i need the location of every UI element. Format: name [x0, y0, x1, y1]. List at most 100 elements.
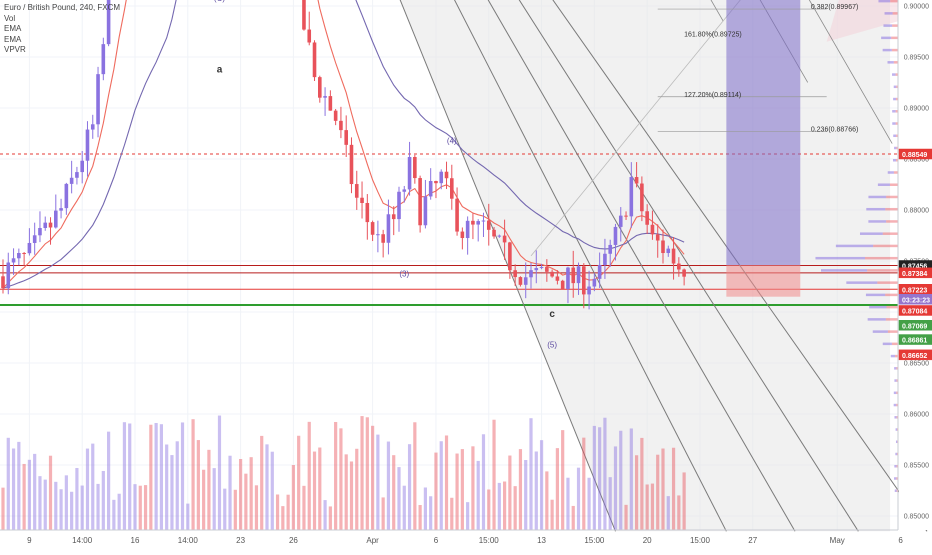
volume-bar: [497, 482, 501, 530]
volume-bar: [487, 489, 491, 530]
vpvr-bar-up: [893, 134, 897, 138]
fib-label: 0.236(0.88766): [811, 126, 858, 133]
candle-body: [476, 221, 480, 225]
candle: [629, 162, 634, 228]
volume-bar: [122, 422, 127, 530]
candle-body: [624, 215, 628, 217]
candle: [486, 203, 491, 246]
candle: [339, 106, 343, 139]
indicator-ema-2[interactable]: EMA: [4, 34, 22, 44]
vpvr-bar-down: [886, 195, 898, 199]
volume-bar: [592, 425, 596, 530]
vpvr-bar-down: [882, 232, 898, 235]
volume-bar: [677, 495, 681, 530]
candle: [386, 199, 391, 255]
vpvr-bar-up: [865, 293, 886, 297]
candle: [513, 264, 517, 286]
wave-label: a: [217, 64, 223, 75]
candle-body: [64, 183, 69, 209]
chart-legend: Euro / British Pound, 240, FXCM Vol EMA …: [4, 3, 120, 56]
volume-bar: [423, 487, 427, 530]
vpvr-bar-up: [859, 232, 883, 235]
candle: [439, 169, 444, 190]
candle-body: [523, 277, 528, 285]
candle-body: [90, 124, 95, 130]
candle-body: [682, 269, 686, 277]
volume-bar: [455, 453, 459, 530]
price-badge-label: 0.87384: [902, 271, 927, 278]
vpvr-bar-down: [896, 403, 898, 407]
candle-body: [413, 156, 417, 179]
volume-bar: [402, 485, 406, 530]
candle-body: [6, 262, 11, 289]
candle-body: [460, 231, 465, 239]
candle: [682, 268, 686, 286]
volume-bar: [650, 483, 655, 530]
candle-body: [618, 215, 623, 227]
volume-bar: [671, 447, 676, 530]
candle: [312, 40, 317, 81]
candle: [608, 239, 612, 267]
candle-body: [365, 202, 370, 223]
candle: [48, 217, 53, 245]
indicator-vol[interactable]: Vol: [4, 13, 16, 23]
vpvr-bar-up: [893, 391, 897, 395]
candle-body: [423, 196, 428, 226]
candle: [534, 250, 539, 284]
vpvr-bar-up: [894, 489, 897, 492]
price-badge-bg: [898, 305, 932, 316]
volume-bar: [381, 497, 385, 530]
indicator-vpvr[interactable]: VPVR: [4, 45, 26, 54]
volume-bar: [513, 486, 517, 530]
vpvr-bar-up: [887, 61, 894, 64]
price-badge-bg: [898, 349, 932, 361]
volume-bar: [481, 434, 486, 530]
volume-bar: [397, 467, 401, 530]
candle-body: [576, 266, 581, 284]
candle: [413, 154, 417, 184]
candle: [523, 262, 528, 299]
candle: [344, 115, 348, 158]
candle-body: [603, 253, 607, 265]
vpvr-bar-up: [894, 146, 897, 150]
candle: [1, 259, 5, 294]
projection-box-up: [726, 0, 801, 266]
volume-bar: [450, 497, 454, 530]
indicator-ema-1[interactable]: EMA: [4, 24, 22, 33]
candle: [59, 198, 63, 219]
volume-bar: [471, 446, 475, 530]
volume-bar: [355, 448, 359, 530]
vpvr-bar-down: [889, 183, 898, 186]
candle: [11, 248, 16, 276]
candle-body: [555, 276, 560, 281]
candle-body: [339, 120, 343, 131]
volume-bar: [143, 485, 148, 530]
volume-bar: [545, 471, 549, 530]
trend-line: [530, 0, 741, 257]
vpvr-bar-down: [891, 48, 898, 52]
price-badge-bg: [898, 294, 932, 305]
candle-body: [391, 214, 396, 220]
candle-body: [27, 242, 32, 254]
x-tick-label: 9: [27, 536, 32, 545]
candle: [597, 252, 602, 288]
candle-body: [376, 234, 380, 236]
volume-bar: [587, 477, 591, 530]
candle: [69, 160, 74, 194]
candle-body: [486, 220, 491, 230]
volume-bar: [608, 477, 612, 530]
volume-profile: [815, 0, 898, 492]
candle-body: [582, 266, 586, 295]
volume-bar: [666, 496, 670, 530]
candle: [545, 259, 549, 282]
volume-bar: [291, 465, 295, 530]
volume-bar: [566, 477, 570, 530]
volume-bar: [555, 448, 559, 530]
volume-bar: [191, 419, 195, 530]
x-tick-label: 15:00: [584, 536, 605, 545]
volume-bar: [112, 499, 116, 530]
candle: [566, 266, 570, 304]
vpvr-bar-down: [864, 256, 898, 260]
y-tick-label: 0.88500: [904, 157, 929, 164]
vpvr-bar-down: [885, 318, 898, 321]
